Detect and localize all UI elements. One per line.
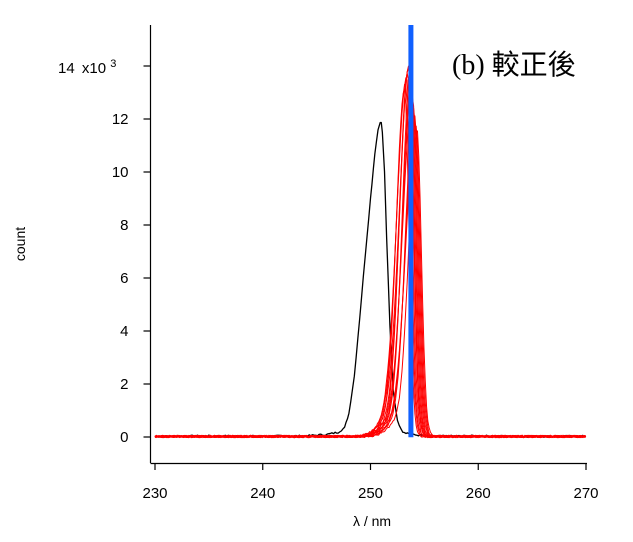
red-series-line [154,72,586,439]
red-series-line [154,95,586,439]
x-tick-label: 270 [573,485,598,502]
y-multiplier-text: x10 [82,60,106,77]
red-series-line [154,124,586,439]
chart-title: (b) 較正後 [452,49,576,81]
y-tick-label: 0 [120,429,128,446]
series-layer [154,25,587,439]
red-series-line [154,83,586,439]
red-series-line [154,115,586,439]
red-series-line [154,107,586,439]
x-tick-label: 250 [358,485,383,502]
y-multiplier-base: 14 [58,60,75,77]
red-series-line [154,65,586,439]
red-series-line [154,85,586,439]
y-multiplier-exponent: 3 [110,58,116,70]
red-series-line [154,77,586,439]
red-series-line [154,67,586,439]
x-axis-title: λ / nm [353,513,391,529]
y-tick-label: 12 [112,111,129,128]
x-tick-label: 240 [250,485,275,502]
y-ticks: 0 2 4 6 8 10 12 [112,65,151,446]
y-tick-label: 10 [112,164,129,181]
y-tick-label: 4 [120,323,128,340]
x-tick-label: 260 [466,485,491,502]
x-ticks: 230 240 250 260 270 [142,463,599,502]
red-series-line [154,129,586,439]
y-tick-label: 6 [120,270,128,287]
axes [149,25,587,465]
red-series-line [154,88,586,439]
y-multiplier-label: 14 x10 3 [58,58,116,77]
x-tick-label: 230 [142,485,167,502]
red-series-line [154,75,586,439]
y-tick-label: 8 [120,217,128,234]
y-tick-label: 2 [120,376,128,393]
black-series-line [154,121,587,438]
y-axis-title: count [12,227,28,261]
